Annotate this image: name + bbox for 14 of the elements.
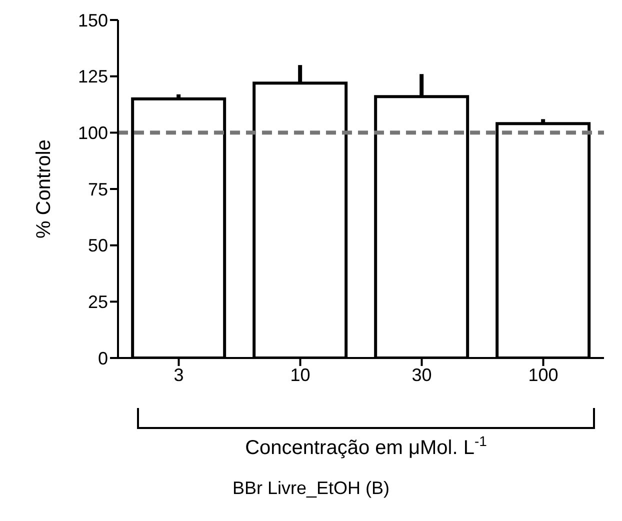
y-tick-label: 50 [88,236,108,256]
y-tick-label: 125 [78,66,108,87]
y-tick-label: 150 [78,10,108,30]
x-tick-label: 100 [528,364,558,385]
text: BBr Livre_EtOH (B) [231,478,391,499]
x-tick-label: 10 [290,364,310,385]
y-tick-label: 25 [88,292,108,312]
y-tick-label: 0 [98,348,108,368]
y-tick-label: 100 [78,123,108,144]
x-axis-title: Concentração em μMol. L$^{-1}$ [245,433,488,459]
y-axis-title: % Controle [33,140,56,238]
x-tick-label: 30 [412,364,432,385]
x-tick-label: 3 [174,364,184,385]
y-tick-label: 75 [88,179,108,200]
